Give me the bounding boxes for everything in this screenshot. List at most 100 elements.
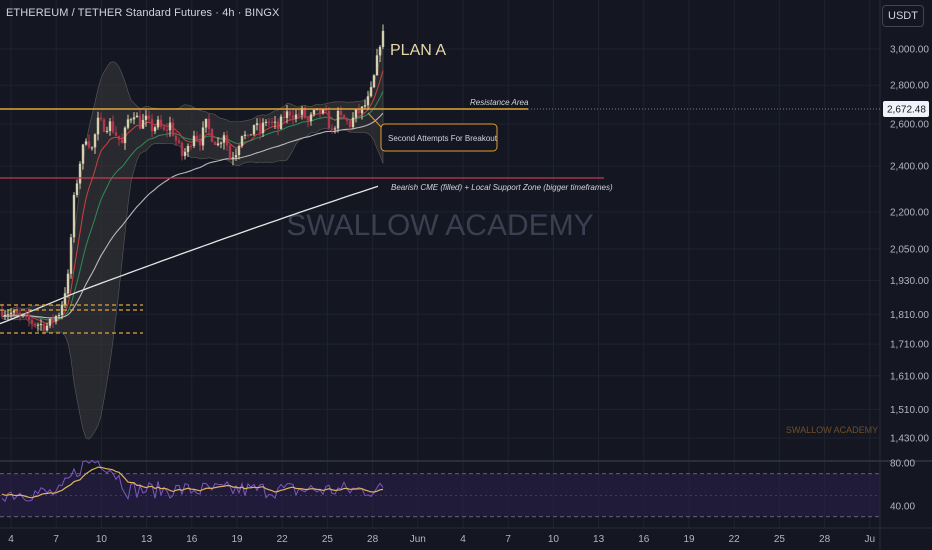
candle-body <box>258 123 262 133</box>
candle-body <box>108 121 112 131</box>
price-tick-label: 1,710.00 <box>890 340 929 351</box>
ma-fast-line <box>1 91 384 321</box>
current-price-badge <box>883 101 929 117</box>
candle-body <box>255 123 259 126</box>
candle-body <box>147 115 151 119</box>
candle-body <box>276 121 280 129</box>
candle-body <box>204 118 208 128</box>
candle-body <box>213 141 217 146</box>
candle-body <box>48 318 52 326</box>
candle-body <box>330 128 334 130</box>
candle-body <box>228 145 232 159</box>
candle-body <box>33 323 37 325</box>
candle-body <box>348 120 352 128</box>
candle-body <box>222 135 226 143</box>
candle-body <box>261 122 265 133</box>
time-tick-label: 22 <box>729 534 741 545</box>
candle-body <box>198 139 202 146</box>
candle-body <box>126 119 130 128</box>
time-tick-label: 7 <box>53 534 59 545</box>
candle-body <box>243 134 247 137</box>
price-tick-label: 1,430.00 <box>890 434 929 445</box>
candle-body <box>354 109 358 118</box>
candle-body <box>342 114 346 119</box>
time-tick-label: 28 <box>367 534 379 545</box>
candle-body <box>129 119 133 121</box>
candle-body <box>93 134 97 148</box>
time-tick-label: 13 <box>141 534 153 545</box>
candle-body <box>378 46 382 56</box>
price-tick-label: 1,510.00 <box>890 405 929 416</box>
candle-body <box>21 314 25 316</box>
rsi-tick-label: 40.00 <box>890 502 915 513</box>
candle-body <box>144 115 148 120</box>
time-tick-label: 7 <box>505 534 511 545</box>
candle-body <box>192 135 196 147</box>
candle-body <box>78 163 82 184</box>
time-tick-label: 4 <box>460 534 466 545</box>
rsi-line <box>1 459 384 503</box>
candle-body <box>300 107 304 115</box>
candle-body <box>15 310 19 313</box>
rsi-ma-line <box>1 466 384 499</box>
price-tick-label: 2,200.00 <box>890 207 929 218</box>
candle-body <box>282 116 286 118</box>
time-tick-label: 25 <box>322 534 334 545</box>
time-tick-label: 16 <box>186 534 198 545</box>
candle-body <box>72 194 76 238</box>
candle-body <box>363 105 367 107</box>
candle-body <box>357 109 361 114</box>
candle-body <box>306 117 310 122</box>
candle-body <box>99 117 103 120</box>
price-tick-label: 2,050.00 <box>890 244 929 255</box>
candle-body <box>36 324 40 326</box>
candle-body <box>138 115 142 129</box>
candle-body <box>291 115 295 119</box>
breakout-pointer <box>367 112 383 129</box>
candle-body <box>321 109 325 114</box>
candle-body <box>12 310 16 313</box>
candle-body <box>264 121 268 123</box>
candle-body <box>234 155 238 158</box>
candle-body <box>30 320 34 324</box>
candle-body <box>309 114 313 122</box>
candle-body <box>123 127 127 144</box>
candle-body <box>75 183 79 195</box>
time-tick-label: 4 <box>8 534 14 545</box>
candle-body <box>219 142 223 144</box>
candle-body <box>381 30 385 47</box>
candle-body <box>186 145 190 152</box>
candle-body <box>312 109 316 115</box>
candle-body <box>231 157 235 159</box>
candle-body <box>183 151 187 156</box>
candle-body <box>318 108 322 114</box>
candle-body <box>84 141 88 145</box>
candle-body <box>90 147 94 149</box>
candle-body <box>102 119 106 132</box>
candle-body <box>141 119 145 129</box>
candle-body <box>333 128 337 130</box>
candle-body <box>372 75 376 88</box>
candle-body <box>150 118 154 132</box>
time-tick-label: Ju <box>865 534 876 545</box>
candle-body <box>249 134 253 136</box>
candle-body <box>9 312 13 315</box>
candle-body <box>165 129 169 131</box>
candle-body <box>60 304 64 316</box>
support-label: Bearish CME (filled) + Local Support Zon… <box>391 183 613 192</box>
candle-body <box>288 111 292 116</box>
candle-body <box>294 114 298 119</box>
currency-button[interactable]: USDT <box>882 5 924 27</box>
candle-body <box>327 110 331 129</box>
time-tick-label: 25 <box>774 534 786 545</box>
time-tick-label: 22 <box>277 534 289 545</box>
candle-body <box>6 314 10 316</box>
candle-body <box>51 318 55 322</box>
time-tick-label: 19 <box>683 534 695 545</box>
candle-body <box>195 135 199 140</box>
time-tick-label: 10 <box>96 534 108 545</box>
candle-body <box>336 110 340 129</box>
